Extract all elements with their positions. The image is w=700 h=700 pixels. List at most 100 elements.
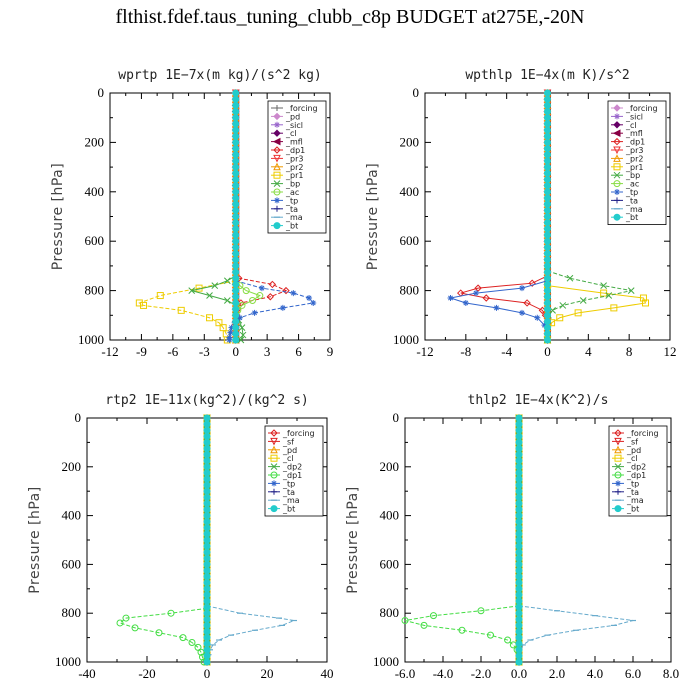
series-point (544, 274, 551, 282)
series-dp1 (457, 272, 552, 344)
y-tick-label: 800 (380, 605, 400, 620)
series-point (232, 145, 240, 153)
y-tick-label: 1000 (55, 654, 81, 669)
series-point (544, 231, 551, 239)
x-tick-label: 0.0 (511, 666, 527, 681)
series-point (203, 634, 211, 642)
legend-label: _ac (625, 180, 639, 189)
series-point (515, 573, 523, 581)
series-dp1 (401, 602, 523, 666)
series-point (203, 628, 211, 635)
legend-label: _sf (626, 437, 638, 446)
series-point (232, 256, 240, 264)
legend-entry: _pd (271, 112, 300, 121)
panel-wprtp: wprtp 1E−7x(m kg)/(s^2 kg) Pressure [hPa]… (50, 68, 333, 359)
legend: _forcing_sf_pd_cl_dp2_dp1_tp_ta_ma_bt (264, 425, 324, 517)
legend-marker (613, 171, 621, 179)
series-point (232, 108, 240, 116)
series-point (534, 314, 541, 321)
legend: _forcing_sf_pd_cl_dp2_dp1_tp_ta_ma_bt (608, 425, 668, 517)
series-point (544, 169, 551, 177)
series-point (515, 591, 523, 599)
series-point (544, 311, 551, 319)
series-point (203, 652, 211, 660)
legend-marker (615, 480, 621, 487)
legend-marker (271, 480, 277, 487)
series-point (544, 138, 551, 146)
legend-entry: _tp (271, 196, 298, 205)
legend-label: _tp (625, 188, 638, 197)
series-point (544, 243, 551, 251)
legend-label: _mfl (285, 138, 303, 147)
series-point (544, 200, 551, 208)
series-point (238, 301, 246, 309)
series-point (515, 506, 523, 513)
series-point (223, 297, 231, 304)
series-point (228, 324, 235, 331)
series-point (420, 621, 428, 629)
legend-marker (613, 121, 621, 129)
series-point (515, 493, 523, 501)
series-point (135, 299, 143, 307)
series-point (515, 597, 523, 605)
series-point (203, 426, 211, 434)
series-point (203, 463, 211, 471)
legend-label: _ta (626, 488, 639, 497)
series-bt (544, 89, 551, 344)
legend-marker (273, 188, 281, 196)
series-point (544, 213, 551, 220)
legend: _forcing_pd_sicl_cl_mfl_dp1_pr3_pr2_pr1_… (267, 100, 327, 234)
legend-entry: _cl (612, 454, 638, 463)
legend-label: _forcing (285, 104, 318, 113)
y-tick-label: 800 (62, 605, 82, 620)
series-point (232, 138, 240, 146)
figure-title: flthist.fdef.taus_tuning_clubb_c8p BUDGE… (115, 6, 585, 28)
legend-entry: _tp (612, 479, 639, 488)
series-point (430, 612, 437, 620)
legend-entry: _ta (612, 488, 639, 497)
series-point (203, 414, 211, 422)
series-point (515, 603, 523, 611)
y-tick-label: 0 (393, 410, 400, 425)
legend-marker (613, 180, 621, 188)
legend-label: _ma (285, 213, 303, 222)
series-point (203, 591, 211, 599)
series-point (226, 337, 233, 343)
series-point (544, 101, 551, 109)
panel-title: wprtp 1E−7x(m kg)/(s^2 kg) (118, 68, 322, 83)
series-point (544, 237, 551, 245)
series-ma (204, 605, 297, 663)
series-point (310, 299, 317, 306)
series-point (203, 548, 211, 556)
legend-label: _ma (282, 496, 300, 505)
legend-entry: _ma (612, 496, 644, 505)
legend-label: _mfl (625, 129, 643, 138)
legend-label: _forcing (282, 429, 315, 438)
legend-entry: _mfl (611, 129, 643, 138)
legend-marker (273, 129, 281, 137)
series-point (544, 163, 551, 171)
legend-marker (271, 488, 277, 495)
legend-marker (613, 104, 621, 112)
legend-marker (273, 162, 281, 171)
legend-label: _ma (625, 205, 643, 214)
y-tick-label: 0 (413, 85, 420, 100)
series-point (544, 219, 551, 227)
legend-marker (614, 429, 622, 437)
legend-entry: _sf (268, 437, 294, 446)
legend-label: _ma (626, 496, 644, 505)
series-point (515, 640, 523, 648)
y-axis-label: Pressure [hPa] (365, 163, 381, 270)
series-point (232, 268, 240, 276)
series-point (203, 646, 211, 654)
legend-entry: _forcing (612, 429, 659, 438)
series-point (203, 579, 211, 587)
series-point (515, 615, 523, 623)
legend-marker (274, 105, 280, 111)
legend-entry: _bp (611, 171, 640, 180)
series-point (206, 314, 214, 322)
legend-entry: _pd (612, 445, 641, 455)
legend-marker (614, 189, 620, 195)
series-pr1 (135, 277, 240, 344)
x-tick-label: -40 (78, 666, 95, 681)
